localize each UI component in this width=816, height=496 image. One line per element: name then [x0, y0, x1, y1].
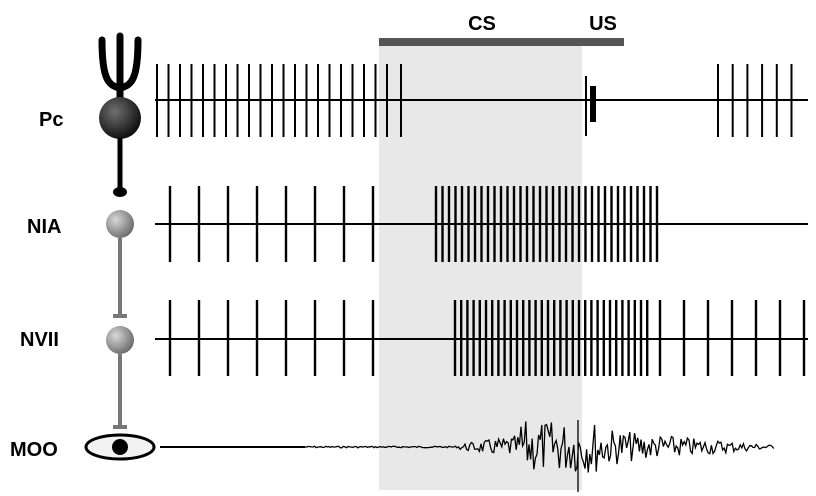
nvii-soma	[106, 326, 134, 354]
eye-icon	[84, 433, 156, 461]
moo-label: MOO	[10, 439, 58, 461]
moo-emg-trace	[304, 420, 775, 492]
nia-label: NIA	[27, 216, 61, 238]
pc-complex-spike	[585, 76, 596, 136]
cs-label: CS	[468, 13, 496, 35]
pc-spike-train	[156, 64, 793, 137]
nvii-spike-train	[168, 300, 806, 376]
circuit-column	[84, 32, 156, 461]
stimulus-bar	[379, 38, 624, 46]
purkinje-dendrite-icon	[98, 32, 142, 104]
us-label: US	[589, 13, 617, 35]
nia-soma	[106, 210, 134, 238]
nia-spike-train	[168, 186, 659, 262]
pc-soma	[99, 97, 141, 139]
pc-label: Pc	[39, 109, 63, 131]
nvii-label: NVII	[20, 329, 59, 351]
cs-window	[379, 44, 582, 490]
